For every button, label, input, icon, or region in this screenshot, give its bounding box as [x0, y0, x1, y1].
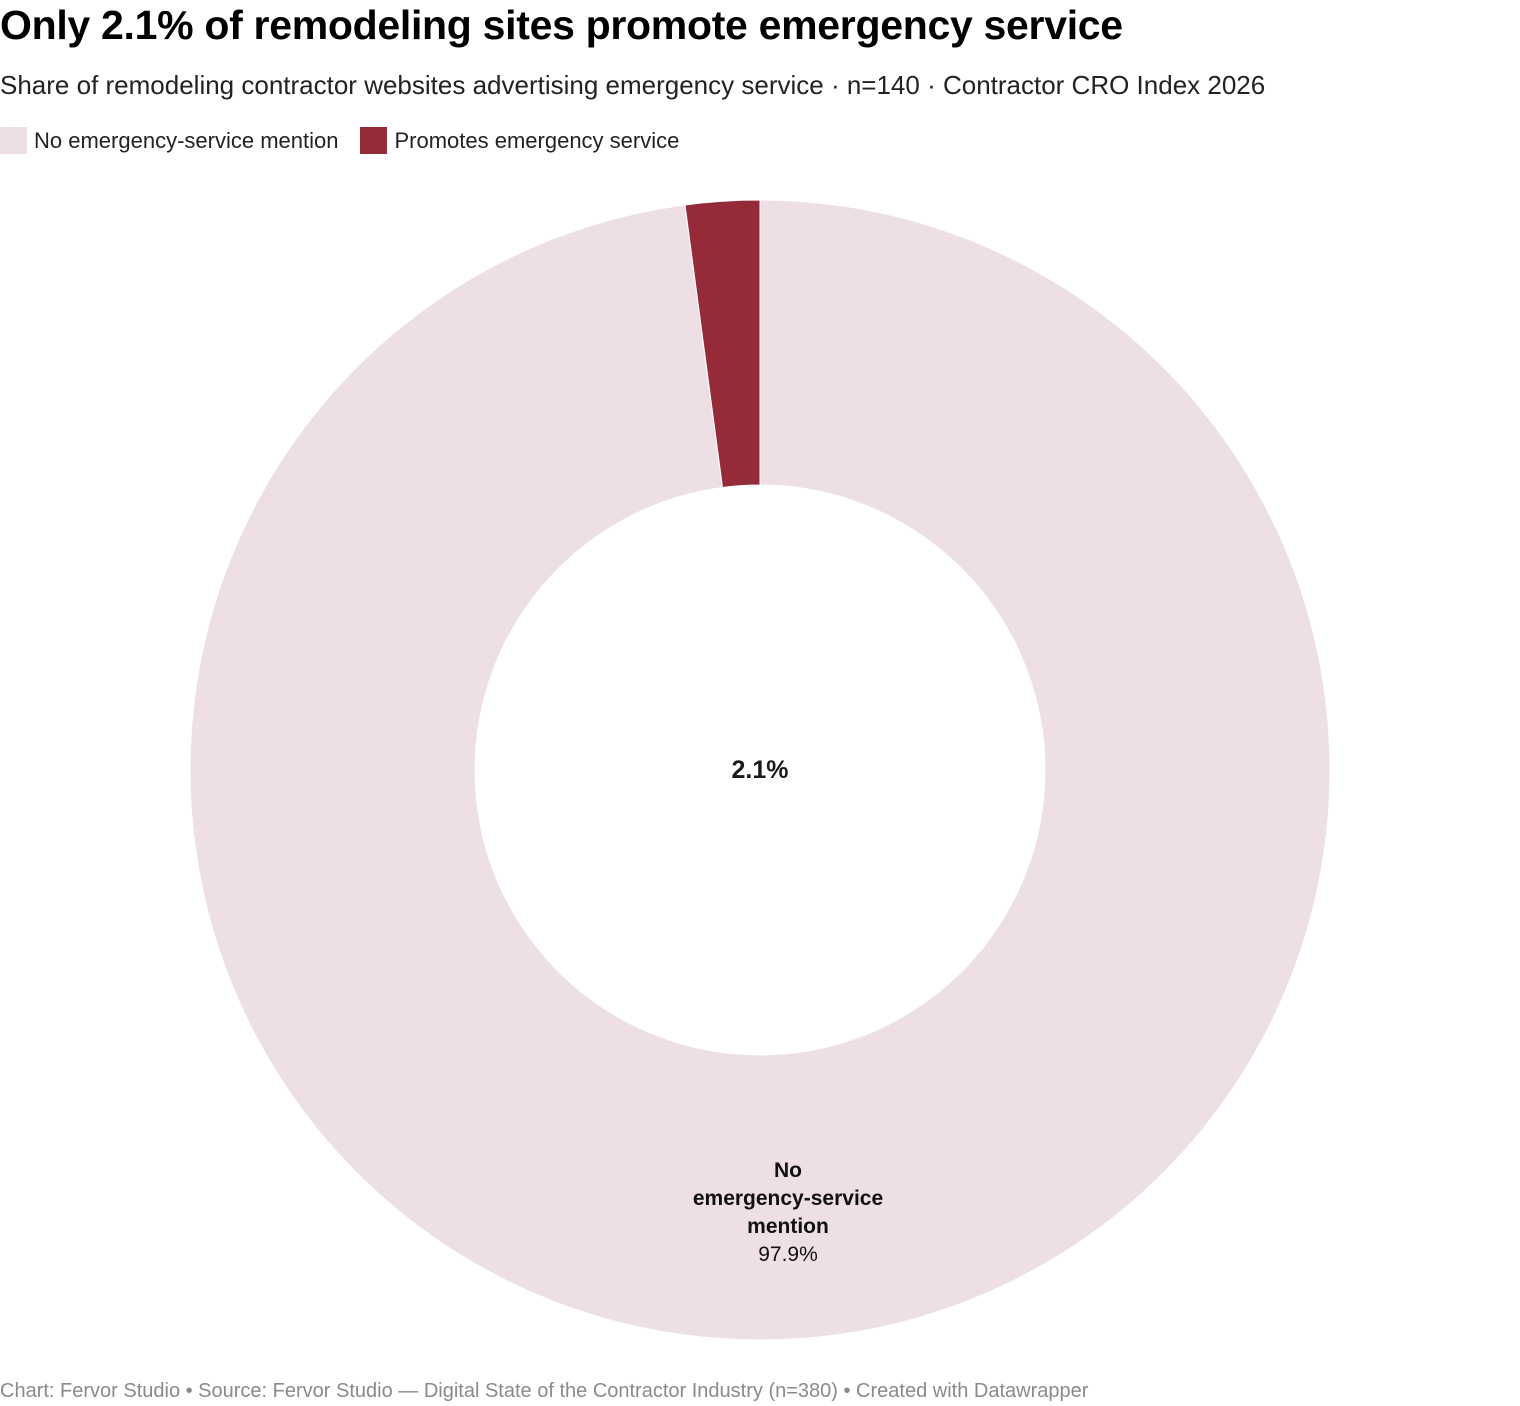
legend-item-promotes: Promotes emergency service — [360, 127, 679, 154]
slice-label-no-mention: No emergency-service mention 97.9% — [693, 1159, 883, 1266]
chart-subtitle: Share of remodeling contractor websites … — [0, 70, 1266, 100]
slice-no-mention — [189, 199, 1331, 1341]
chart-footer: Chart: Fervor Studio • Source: Fervor St… — [0, 1380, 1089, 1402]
legend-label-no-mention: No emergency-service mention — [34, 127, 339, 153]
slice-label-line: mention — [747, 1215, 829, 1238]
legend-label-promotes: Promotes emergency service — [394, 127, 680, 153]
donut-slices — [189, 199, 1331, 1341]
slice-label-line: No — [774, 1159, 802, 1182]
legend-swatch-promotes — [360, 127, 388, 154]
legend-swatch-no-mention — [0, 127, 27, 154]
slice-value-label: 97.9% — [758, 1243, 818, 1266]
legend-item-no-mention: No emergency-service mention — [0, 127, 338, 154]
chart-title: Only 2.1% of remodeling sites promote em… — [0, 2, 1123, 48]
slice-promotes — [684, 199, 761, 489]
slice-label-line: emergency-service — [693, 1187, 883, 1210]
legend: No emergency-service mention Promotes em… — [0, 127, 679, 154]
center-value-label: 2.1% — [732, 756, 789, 784]
